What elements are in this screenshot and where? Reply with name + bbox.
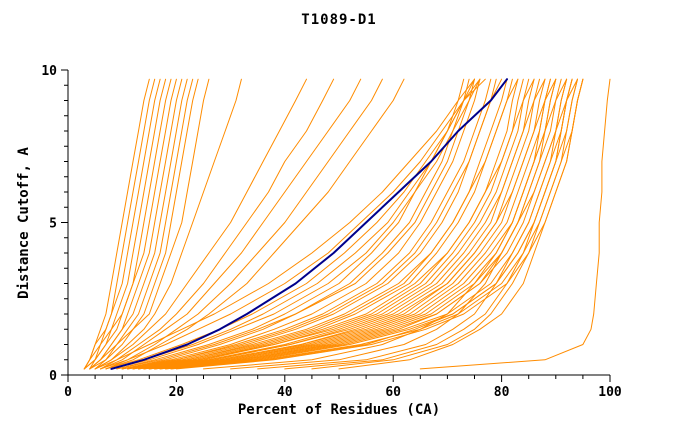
model-curve (89, 78, 177, 370)
model-curve (89, 78, 199, 370)
model-curve (94, 78, 307, 370)
model-curve (203, 78, 551, 370)
model-curve (143, 78, 530, 370)
model-curve (230, 78, 557, 370)
model-curve (127, 78, 519, 370)
model-curve (338, 78, 584, 370)
x-tick-label: 0 (64, 385, 72, 400)
model-curve (138, 78, 546, 370)
x-tick-label: 100 (598, 385, 622, 400)
x-tick-label: 80 (494, 385, 510, 400)
model-curve (94, 78, 475, 370)
highlighted-model-curve (110, 78, 508, 370)
model-curve (100, 78, 362, 370)
x-tick-label: 20 (169, 385, 185, 400)
chart-title: T1089-D1 (301, 12, 377, 28)
model-curve (284, 78, 573, 370)
model-curve (100, 78, 481, 370)
model-curve (89, 78, 188, 370)
x-axis-label: Percent of Residues (CA) (237, 402, 441, 418)
model-curve (121, 78, 503, 370)
model-curve (110, 78, 481, 370)
model-curve (94, 78, 242, 370)
model-curve (100, 78, 335, 370)
y-tick-label: 0 (49, 369, 57, 384)
model-curve (83, 78, 167, 370)
model-curve (83, 78, 150, 370)
model-curve (419, 78, 611, 370)
y-tick-label: 10 (41, 64, 57, 79)
model-curve (138, 78, 524, 370)
model-curve (121, 78, 481, 370)
model-curve (132, 78, 535, 370)
model-curve (105, 78, 486, 370)
model-curve (94, 78, 210, 370)
model-curve (105, 78, 383, 370)
model-curve (116, 78, 465, 370)
model-curve (89, 78, 194, 370)
model-curve (83, 78, 156, 370)
model-curve (148, 78, 568, 370)
y-tick-label: 5 (49, 217, 57, 232)
model-curve (311, 78, 578, 370)
x-tick-label: 40 (277, 385, 293, 400)
x-tick-label: 60 (385, 385, 401, 400)
model-curve (105, 78, 405, 370)
model-curve (154, 78, 551, 370)
model-curve (127, 78, 492, 370)
model-curve (257, 78, 568, 370)
model-curve (143, 78, 557, 370)
